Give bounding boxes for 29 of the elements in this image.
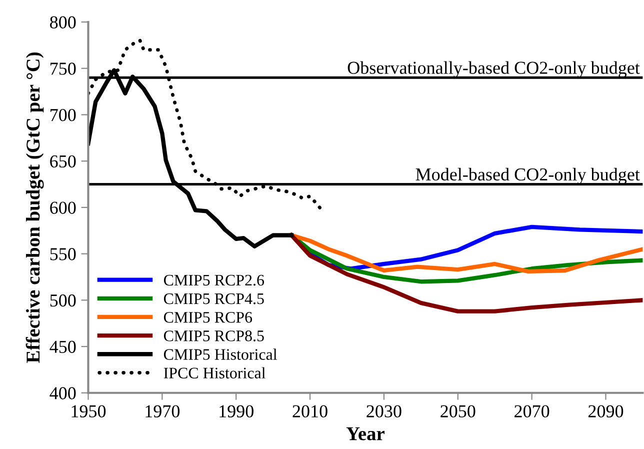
line-series <box>289 233 643 274</box>
y-tick-label: 550 <box>50 248 76 260</box>
x-tick-label: 2050 <box>440 405 476 418</box>
x-tick-label: 1990 <box>220 405 254 418</box>
ref-line-label: Observationally-based CO2-only budget <box>348 61 640 78</box>
legend-label: CMIP5 RCP8.5 <box>164 330 264 342</box>
x-tick-label: 2070 <box>514 405 550 418</box>
x-tick-label: 2030 <box>366 405 402 418</box>
ref-line-label: Model-based CO2-only budget <box>416 168 640 184</box>
x-axis-title: Year <box>346 427 384 440</box>
legend-label: CMIP5 RCP4.5 <box>164 293 264 304</box>
line-series <box>289 233 643 314</box>
y-tick-label: 800 <box>50 16 76 28</box>
y-tick-label: 750 <box>50 62 76 75</box>
x-tick-label: 1970 <box>146 405 180 418</box>
legend-label: IPCC Historical <box>164 367 266 378</box>
y-tick-label: 700 <box>50 108 76 122</box>
x-tick-label: 2010 <box>292 405 328 418</box>
legend-label: CMIP5 Historical <box>164 348 277 360</box>
y-tick-label: 500 <box>50 294 76 307</box>
y-tick-label: 400 <box>50 387 76 400</box>
y-tick-label: 600 <box>50 202 76 214</box>
y-tick-label: 650 <box>50 155 76 168</box>
y-axis-title: Effective carbon budget (GtC per °C) <box>26 52 44 363</box>
y-tick-label: 450 <box>50 340 76 353</box>
legend-label: CMIP5 RCP6 <box>164 312 252 323</box>
x-tick-label: 1950 <box>72 405 106 418</box>
legend-label: CMIP5 RCP2.6 <box>164 274 264 286</box>
x-tick-label: 2090 <box>588 405 624 418</box>
